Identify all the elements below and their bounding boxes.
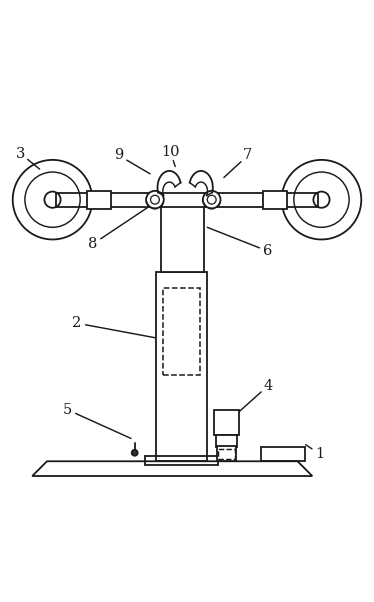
Text: 2: 2 <box>72 316 81 330</box>
Text: 9: 9 <box>114 149 123 163</box>
Bar <box>214 410 239 435</box>
Bar <box>261 447 305 461</box>
Text: 8: 8 <box>88 237 98 251</box>
Text: 1: 1 <box>315 447 324 461</box>
Text: 10: 10 <box>161 144 180 159</box>
Text: 7: 7 <box>243 149 252 163</box>
Text: 6: 6 <box>263 244 273 258</box>
Circle shape <box>146 191 164 208</box>
Circle shape <box>132 450 138 456</box>
Bar <box>217 446 236 461</box>
Text: 3: 3 <box>16 147 25 161</box>
Bar <box>87 191 111 208</box>
Text: 4: 4 <box>263 379 273 393</box>
Bar <box>216 435 237 447</box>
Bar <box>218 448 235 459</box>
Bar <box>145 456 218 465</box>
Bar <box>56 193 318 206</box>
Text: 5: 5 <box>62 403 72 417</box>
Bar <box>163 288 200 374</box>
Circle shape <box>203 191 221 208</box>
Bar <box>156 272 207 461</box>
Bar <box>161 200 203 272</box>
Bar <box>263 191 287 208</box>
